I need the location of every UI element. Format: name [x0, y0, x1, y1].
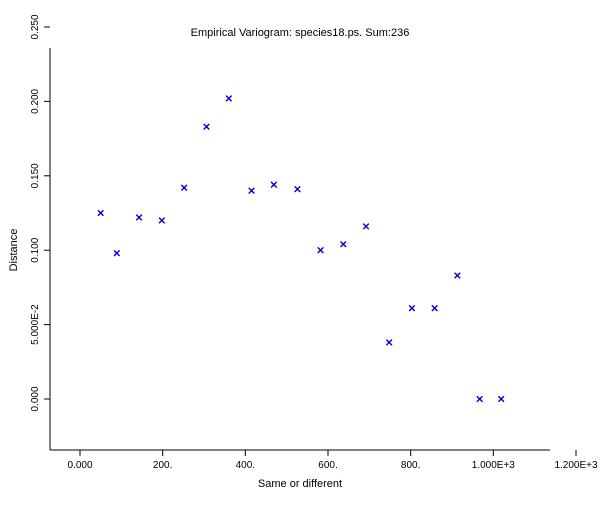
x-tick-label: 1.000E+3	[472, 460, 516, 471]
data-point	[497, 395, 505, 403]
x-tick-label: 400.	[236, 460, 255, 471]
y-tick-label: 0.200	[30, 88, 41, 113]
y-tick-label: 0.150	[30, 163, 41, 188]
data-point	[158, 217, 166, 224]
x-tick-label: 1.200E+3	[554, 460, 598, 471]
data-point	[248, 187, 255, 194]
y-tick-label: 0.000	[30, 386, 41, 411]
data-point	[339, 240, 347, 248]
data-point	[270, 181, 278, 189]
y-tick-label: 5.000E-2	[30, 304, 41, 345]
x-axis-label: Same or different	[258, 478, 342, 490]
data-point	[135, 214, 143, 221]
data-point	[454, 272, 461, 279]
data-points	[97, 95, 505, 403]
data-point	[97, 209, 104, 217]
x-tick-label: 0.000	[67, 460, 92, 471]
data-point	[431, 304, 438, 312]
x-tick-label: 800.	[401, 460, 420, 471]
data-point	[203, 123, 210, 130]
x-tick-label: 200.	[153, 460, 172, 471]
data-point	[113, 249, 121, 257]
data-point	[294, 185, 301, 193]
data-point	[317, 246, 324, 254]
data-point	[225, 95, 233, 102]
data-point	[385, 339, 393, 346]
data-point	[476, 395, 483, 403]
y-axis-ticks: 0.000 5.000E-2 0.100 0.150 0.200 0.250	[30, 14, 50, 412]
data-point	[408, 304, 416, 312]
data-point	[180, 184, 188, 191]
y-tick-label: 0.250	[30, 14, 41, 39]
data-point	[362, 223, 370, 230]
chart-title: Empirical Variogram: species18.ps. Sum:2…	[191, 27, 410, 39]
y-axis-label: Distance	[8, 229, 20, 272]
y-tick-label: 0.100	[30, 237, 41, 262]
x-tick-label: 600.	[318, 460, 337, 471]
x-axis-ticks: 0.000 200. 400. 600. 800. 1.000E+3 1.200E+3	[67, 450, 598, 471]
